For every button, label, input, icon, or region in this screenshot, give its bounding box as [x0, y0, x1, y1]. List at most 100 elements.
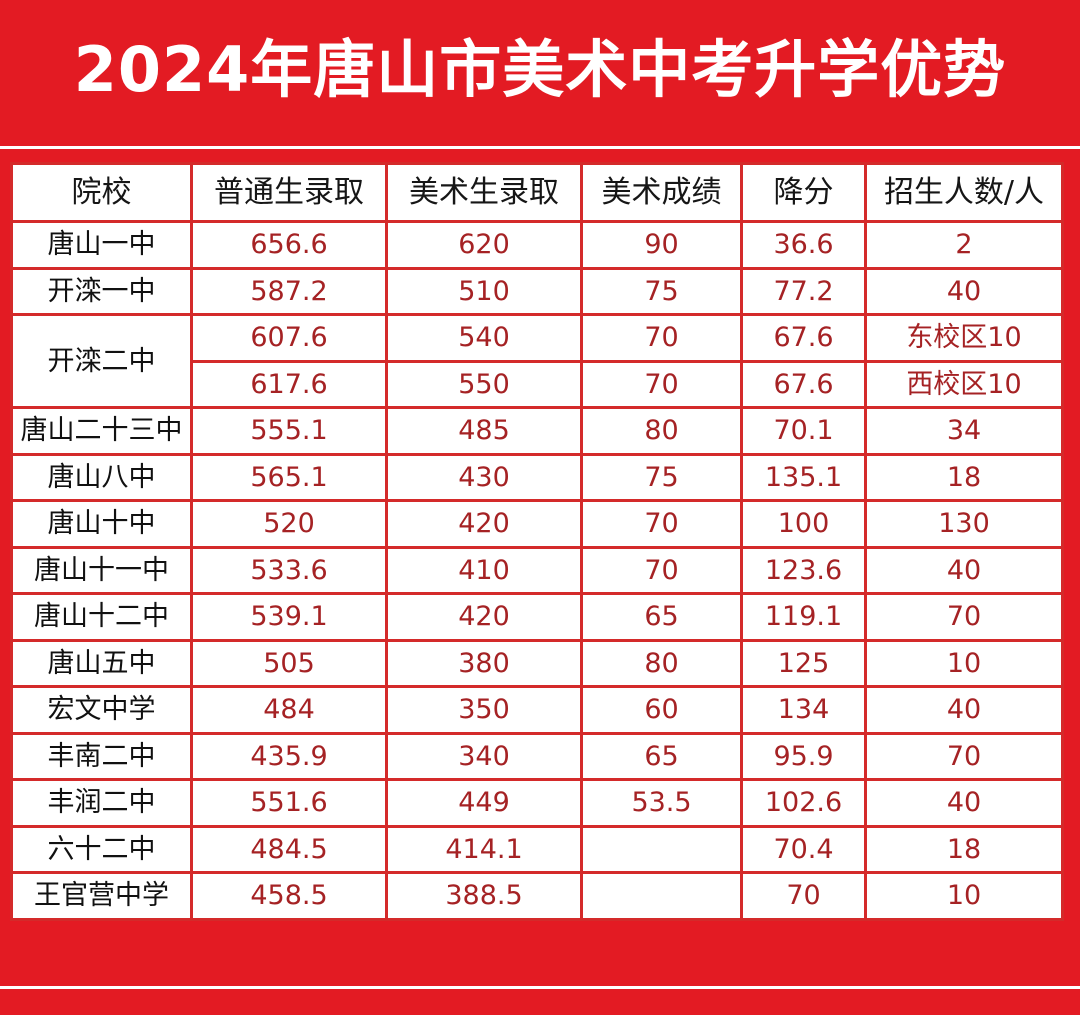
table-row: 宏文中学 484 350 60 134 40 — [10, 685, 1064, 735]
reduction-cell: 70 — [740, 871, 867, 921]
title-banner: 2024年唐山市美术中考升学优势 — [0, 0, 1080, 140]
art-score-cell — [580, 824, 743, 874]
header-school: 院校 — [10, 162, 193, 223]
reduction-cell: 125 — [740, 638, 867, 688]
header-general-admission: 普通生录取 — [190, 162, 388, 223]
art-admission-cell: 388.5 — [385, 871, 583, 921]
art-admission-cell: 510 — [385, 266, 583, 316]
header-quota: 招生人数/人 — [864, 162, 1064, 223]
art-score-cell: 70 — [580, 499, 743, 549]
school-name: 唐山一中 — [10, 220, 193, 270]
school-name: 丰润二中 — [10, 778, 193, 828]
reduction-cell: 100 — [740, 499, 867, 549]
art-score-cell: 60 — [580, 685, 743, 735]
general-admission-cell: 565.1 — [190, 452, 388, 502]
general-admission-cell: 520 — [190, 499, 388, 549]
general-admission-cell: 656.6 — [190, 220, 388, 270]
table-row: 唐山五中 505 380 80 125 10 — [10, 638, 1064, 688]
quota-cell: 18 — [864, 452, 1064, 502]
art-admission-cell: 340 — [385, 731, 583, 781]
general-admission-cell: 484.5 — [190, 824, 388, 874]
general-admission-cell: 533.6 — [190, 545, 388, 595]
art-admission-cell: 350 — [385, 685, 583, 735]
table-row: 唐山十中 520 420 70 100 130 — [10, 499, 1064, 549]
reduction-cell: 134 — [740, 685, 867, 735]
admission-table-container: 院校 普通生录取 美术生录取 美术成绩 降分 招生人数/人 唐山一中 656.6… — [10, 162, 1064, 921]
art-admission-cell: 430 — [385, 452, 583, 502]
reduction-cell: 36.6 — [740, 220, 867, 270]
school-name: 唐山十一中 — [10, 545, 193, 595]
school-name: 宏文中学 — [10, 685, 193, 735]
school-name: 王官营中学 — [10, 871, 193, 921]
school-name: 唐山十中 — [10, 499, 193, 549]
art-admission-cell: 420 — [385, 592, 583, 642]
quota-cell: 34 — [864, 406, 1064, 456]
art-admission-cell: 550 — [385, 359, 583, 409]
header-art-score: 美术成绩 — [580, 162, 743, 223]
art-admission-cell: 410 — [385, 545, 583, 595]
general-admission-cell: 587.2 — [190, 266, 388, 316]
school-name: 丰南二中 — [10, 731, 193, 781]
art-score-cell: 80 — [580, 638, 743, 688]
school-name: 唐山二十三中 — [10, 406, 193, 456]
table-header-row: 院校 普通生录取 美术生录取 美术成绩 降分 招生人数/人 — [10, 162, 1064, 223]
table-row: 丰润二中 551.6 449 53.5 102.6 40 — [10, 778, 1064, 828]
reduction-cell: 123.6 — [740, 545, 867, 595]
general-admission-cell: 458.5 — [190, 871, 388, 921]
general-admission-cell: 617.6 — [190, 359, 388, 409]
quota-cell: 2 — [864, 220, 1064, 270]
art-admission-cell: 420 — [385, 499, 583, 549]
quota-cell: 西校区10 — [864, 359, 1064, 409]
school-name: 唐山五中 — [10, 638, 193, 688]
art-score-cell: 65 — [580, 592, 743, 642]
quota-cell: 70 — [864, 731, 1064, 781]
reduction-cell: 119.1 — [740, 592, 867, 642]
general-admission-cell: 607.6 — [190, 313, 388, 363]
art-admission-cell: 449 — [385, 778, 583, 828]
quota-cell: 10 — [864, 638, 1064, 688]
quota-cell: 40 — [864, 685, 1064, 735]
quota-cell: 东校区10 — [864, 313, 1064, 363]
table-row: 六十二中 484.5 414.1 70.4 18 — [10, 824, 1064, 874]
page-title: 2024年唐山市美术中考升学优势 — [73, 33, 1007, 106]
reduction-cell: 70.1 — [740, 406, 867, 456]
reduction-cell: 70.4 — [740, 824, 867, 874]
art-score-cell: 75 — [580, 266, 743, 316]
art-admission-cell: 620 — [385, 220, 583, 270]
general-admission-cell: 484 — [190, 685, 388, 735]
quota-cell: 18 — [864, 824, 1064, 874]
quota-cell: 130 — [864, 499, 1064, 549]
art-score-cell: 53.5 — [580, 778, 743, 828]
general-admission-cell: 505 — [190, 638, 388, 688]
art-score-cell: 70 — [580, 313, 743, 363]
art-admission-cell: 414.1 — [385, 824, 583, 874]
quota-cell: 40 — [864, 545, 1064, 595]
quota-cell: 10 — [864, 871, 1064, 921]
table-row: 开滦二中 607.6 540 70 67.6 东校区10 — [10, 313, 1064, 409]
school-name: 开滦二中 — [10, 313, 193, 409]
art-score-cell: 80 — [580, 406, 743, 456]
table-row: 唐山八中 565.1 430 75 135.1 18 — [10, 452, 1064, 502]
art-score-cell: 70 — [580, 545, 743, 595]
header-art-admission: 美术生录取 — [385, 162, 583, 223]
general-admission-cell: 551.6 — [190, 778, 388, 828]
general-admission-cell: 539.1 — [190, 592, 388, 642]
table-row: 唐山二十三中 555.1 485 80 70.1 34 — [10, 406, 1064, 456]
divider-top — [0, 146, 1080, 149]
table-row: 开滦一中 587.2 510 75 77.2 40 — [10, 266, 1064, 316]
quota-cell: 70 — [864, 592, 1064, 642]
table-row: 王官营中学 458.5 388.5 70 10 — [10, 871, 1064, 921]
reduction-cell: 67.6 — [740, 359, 867, 409]
school-name: 唐山八中 — [10, 452, 193, 502]
school-name: 六十二中 — [10, 824, 193, 874]
reduction-cell: 102.6 — [740, 778, 867, 828]
art-admission-cell: 540 — [385, 313, 583, 363]
art-score-cell: 65 — [580, 731, 743, 781]
reduction-cell: 77.2 — [740, 266, 867, 316]
general-admission-cell: 435.9 — [190, 731, 388, 781]
school-name: 唐山十二中 — [10, 592, 193, 642]
school-name: 开滦一中 — [10, 266, 193, 316]
art-score-cell: 90 — [580, 220, 743, 270]
divider-bottom — [0, 986, 1080, 989]
quota-cell: 40 — [864, 778, 1064, 828]
